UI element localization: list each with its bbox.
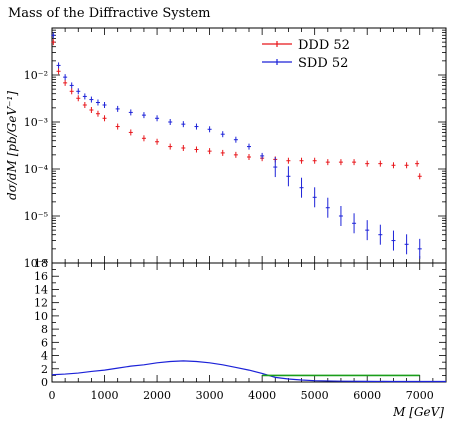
legend-label: DDD 52 bbox=[298, 38, 350, 53]
x-tick-label: 6000 bbox=[353, 389, 381, 402]
y-tick-label: 8 bbox=[41, 323, 48, 336]
legend: DDD 52 SDD 52 bbox=[262, 38, 350, 71]
chart-title: Mass of the Diffractive System bbox=[8, 6, 211, 21]
y-tick-label: 2 bbox=[41, 363, 48, 376]
ratio-panel: 0 1000 2000 3000 4000 5000 6000 7000 02468101214… bbox=[34, 257, 447, 419]
ratio-panel-frame bbox=[51, 262, 447, 383]
x-tick-label: 7000 bbox=[406, 389, 434, 402]
y-tick-label: 10⁻⁵ bbox=[24, 210, 48, 223]
x-tick-label: 4000 bbox=[248, 389, 276, 402]
series-ddd bbox=[51, 39, 422, 180]
x-tick-label: 1000 bbox=[91, 389, 119, 402]
y-tick-label: 4 bbox=[41, 350, 48, 363]
y-tick-label: 0 bbox=[41, 376, 48, 389]
y-tick-label: 18 bbox=[34, 257, 48, 270]
y-tick-label: 10⁻³ bbox=[24, 116, 48, 129]
main-panel: 10⁻² 10⁻³ 10⁻⁴ 10⁻⁵ 10⁻⁶ dσ/dM [pb/GeV⁻¹] DDD … bbox=[5, 27, 447, 270]
x-axis-label: M [GeV] bbox=[392, 405, 444, 419]
y-tick-label: 10⁻⁴ bbox=[24, 163, 49, 176]
x-tick-label: 3000 bbox=[196, 389, 224, 402]
y-tick-label: 10 bbox=[34, 310, 48, 323]
legend-label: SDD 52 bbox=[298, 56, 348, 71]
y-tick-label: 10⁻² bbox=[24, 69, 48, 82]
x-tick-label: 2000 bbox=[143, 389, 171, 402]
y-tick-label: 14 bbox=[34, 283, 48, 296]
y-tick-label: 10⁻⁶ bbox=[24, 257, 49, 270]
ratio-line bbox=[51, 360, 446, 383]
y-tick-label: 16 bbox=[34, 270, 48, 283]
x-tick-label: 5000 bbox=[301, 389, 329, 402]
y-tick-label: 6 bbox=[41, 336, 48, 349]
y-axis-label: dσ/dM [pb/GeV⁻¹] bbox=[5, 91, 19, 200]
series-sdd bbox=[51, 32, 422, 259]
y-tick-label: 12 bbox=[34, 297, 48, 310]
x-tick-label: 0 bbox=[49, 389, 56, 402]
